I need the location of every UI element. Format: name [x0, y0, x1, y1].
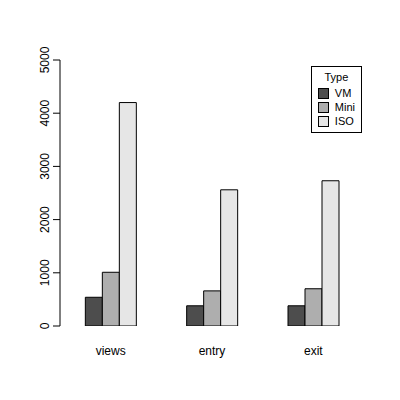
- svg-text:entry: entry: [199, 344, 226, 358]
- html-text:Mini: Mini: [334, 101, 355, 113]
- svg-text:0: 0: [38, 322, 52, 329]
- svg-text:views: views: [96, 344, 126, 358]
- svg-text:3000: 3000: [38, 153, 52, 180]
- html-text:ISO: ISO: [334, 115, 354, 127]
- svg-text:5000: 5000: [38, 46, 52, 73]
- svg-text:exit: exit: [304, 344, 323, 358]
- svg-text:1000: 1000: [38, 259, 52, 286]
- svg-text:4000: 4000: [38, 100, 52, 127]
- svg-text:2000: 2000: [38, 206, 52, 233]
- html-text:Type: Type: [324, 71, 349, 83]
- html-text:VM: VM: [334, 87, 352, 99]
